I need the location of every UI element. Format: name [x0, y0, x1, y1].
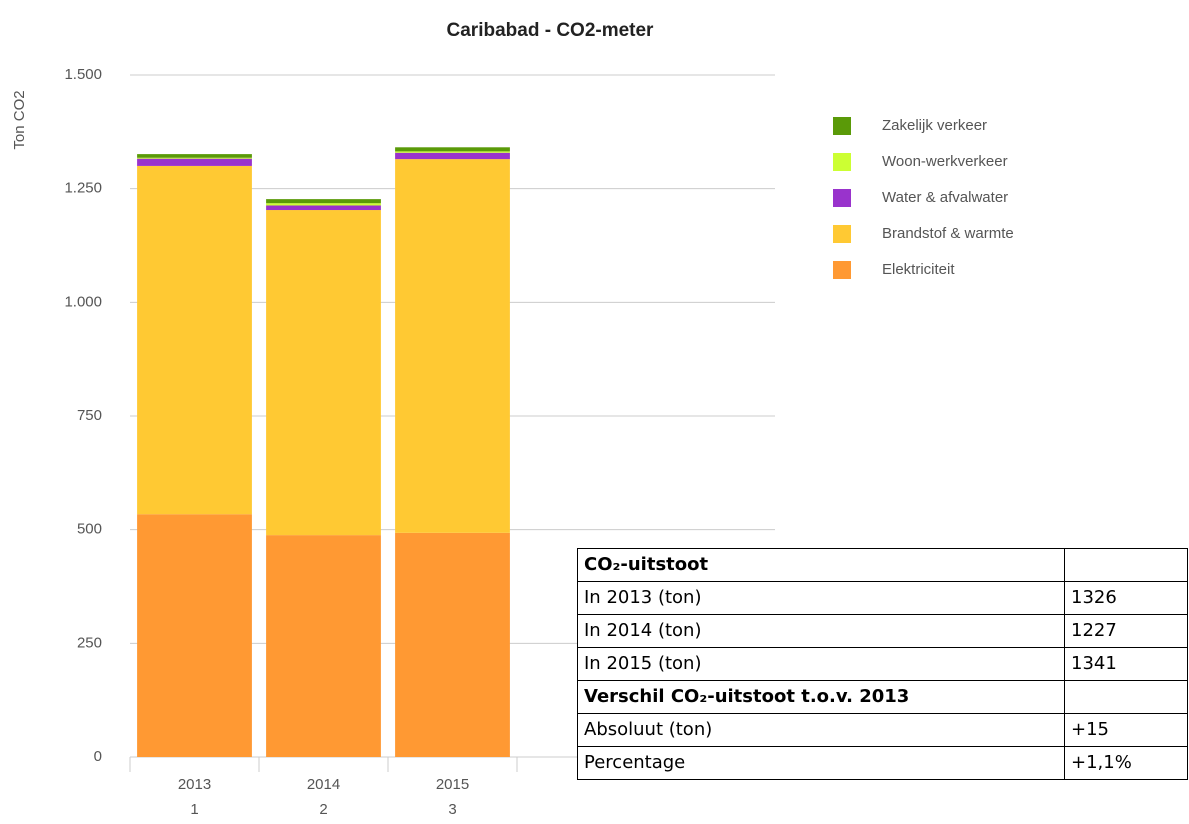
table-row: In 2013 (ton) 1326	[577, 581, 1188, 615]
x-tick-number: 1	[190, 801, 198, 818]
x-tick-label: 2013	[178, 776, 211, 793]
bar-segment	[137, 154, 252, 158]
y-tick-label: 250	[77, 634, 102, 651]
legend-swatch	[833, 189, 851, 207]
y-tick-label: 1.250	[64, 180, 102, 197]
y-tick-label: 1.500	[64, 66, 102, 83]
table-cell	[1064, 548, 1188, 582]
legend-label: Brandstof & warmte	[882, 225, 1014, 242]
table-cell: +1,1%	[1064, 746, 1188, 780]
bar-segment	[137, 514, 252, 757]
legend-swatch	[833, 153, 851, 171]
table-cell: Absoluut (ton)	[577, 713, 1065, 747]
legend-swatch	[833, 261, 851, 279]
bar-segment	[395, 159, 510, 533]
legend-swatch	[833, 117, 851, 135]
table-row: CO₂-uitstoot	[577, 548, 1188, 582]
legend-swatch	[833, 225, 851, 243]
table-cell: CO₂-uitstoot	[577, 548, 1065, 582]
x-tick-label: 2014	[307, 776, 340, 793]
table-cell	[1064, 680, 1188, 714]
table-cell: Percentage	[577, 746, 1065, 780]
table-cell: 1227	[1064, 614, 1188, 648]
bar-segment	[137, 165, 252, 515]
y-tick-label: 750	[77, 407, 102, 424]
bar-segment	[266, 535, 381, 757]
table-row: Absoluut (ton) +15	[577, 713, 1188, 747]
y-axis-label: Ton CO2	[11, 90, 28, 149]
bar-segment	[395, 152, 510, 160]
legend-label: Woon-werkverkeer	[882, 153, 1008, 170]
table-cell: In 2015 (ton)	[577, 647, 1065, 681]
table-cell: In 2014 (ton)	[577, 614, 1065, 648]
bar-segment	[395, 151, 510, 153]
table-row: In 2014 (ton) 1227	[577, 614, 1188, 648]
table-row: Percentage +1,1%	[577, 746, 1188, 780]
bar-segment	[395, 532, 510, 757]
bar-segment	[137, 158, 252, 166]
table-cell: Verschil CO₂-uitstoot t.o.v. 2013	[577, 680, 1065, 714]
x-tick-number: 2	[319, 801, 327, 818]
legend-label: Elektriciteit	[882, 261, 955, 278]
table-cell: In 2013 (ton)	[577, 581, 1065, 615]
bar-segment	[266, 203, 381, 206]
bar-segment	[266, 199, 381, 204]
table-row: In 2015 (ton) 1341	[577, 647, 1188, 681]
legend-label: Water & afvalwater	[882, 189, 1008, 206]
chart-title: Caribabad - CO2-meter	[447, 20, 655, 41]
legend-label: Zakelijk verkeer	[882, 117, 987, 134]
bar-segment	[395, 147, 510, 152]
table-cell: 1326	[1064, 581, 1188, 615]
y-tick-label: 0	[94, 748, 102, 765]
table-cell: 1341	[1064, 647, 1188, 681]
x-tick-number: 3	[448, 801, 456, 818]
table-cell: +15	[1064, 713, 1188, 747]
summary-table: CO₂-uitstoot In 2013 (ton) 1326 In 2014 (to…	[577, 548, 1188, 780]
bar-segment	[266, 210, 381, 536]
bar-segment	[137, 157, 252, 159]
bar-segment	[266, 205, 381, 211]
y-tick-label: 1.000	[64, 293, 102, 310]
y-tick-label: 500	[77, 521, 102, 538]
table-row: Verschil CO₂-uitstoot t.o.v. 2013	[577, 680, 1188, 714]
x-tick-label: 2015	[436, 776, 469, 793]
